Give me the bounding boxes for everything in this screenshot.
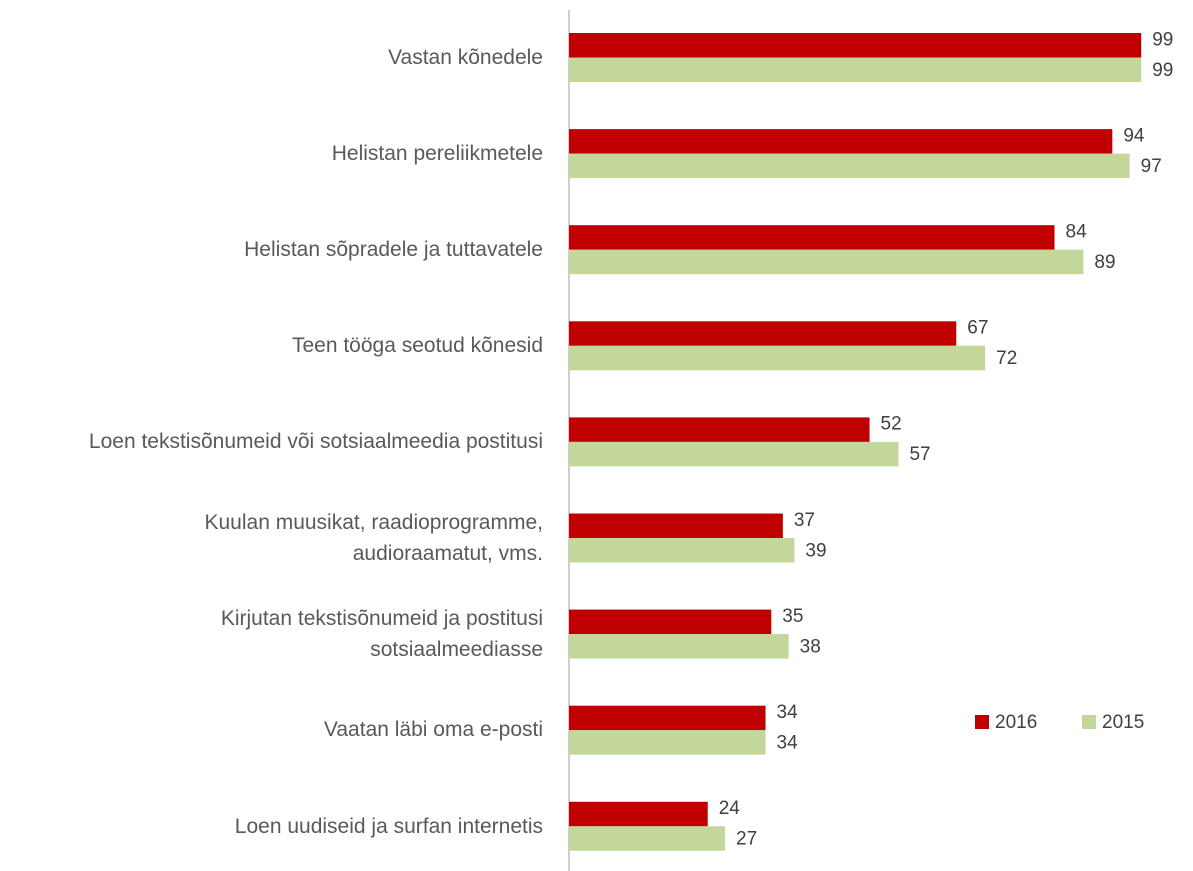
bar bbox=[569, 609, 772, 635]
bar bbox=[569, 225, 1055, 250]
category-label: Kuulan muusikat, raadioprogramme, audior… bbox=[204, 510, 543, 566]
bar bbox=[569, 801, 708, 827]
value-label: 38 bbox=[800, 636, 821, 657]
value-label: 97 bbox=[1141, 156, 1162, 177]
bar bbox=[569, 57, 1142, 82]
value-label: 39 bbox=[805, 540, 826, 561]
category-label: Helistan pereliikmetele bbox=[331, 141, 543, 165]
category-label: Vastan kõnedele bbox=[388, 45, 543, 69]
bar bbox=[569, 345, 986, 371]
value-label: 94 bbox=[1123, 125, 1145, 146]
category-label: Loen uudiseid ja surfan internetis bbox=[234, 814, 543, 838]
value-label: 27 bbox=[736, 829, 757, 850]
value-label: 99 bbox=[1152, 60, 1173, 81]
bar bbox=[569, 33, 1142, 58]
bar bbox=[569, 441, 899, 467]
value-label: 34 bbox=[777, 732, 799, 753]
bar bbox=[569, 153, 1130, 179]
bar bbox=[569, 538, 795, 563]
bar bbox=[569, 826, 726, 851]
bar bbox=[569, 634, 789, 659]
value-label: 57 bbox=[909, 444, 930, 465]
value-label: 52 bbox=[881, 414, 902, 435]
bar bbox=[569, 321, 957, 346]
value-label: 67 bbox=[967, 318, 988, 339]
value-label: 24 bbox=[719, 798, 741, 819]
value-label: 84 bbox=[1066, 221, 1088, 242]
bar bbox=[569, 705, 766, 731]
value-label: 37 bbox=[794, 510, 815, 531]
category-label: Teen tööga seotud kõnesid bbox=[291, 334, 543, 358]
value-label: 72 bbox=[996, 348, 1017, 369]
bar bbox=[569, 730, 766, 755]
value-label: 89 bbox=[1094, 252, 1115, 273]
legend-swatch bbox=[1082, 715, 1096, 729]
category-label: Loen tekstisõnumeid või sotsiaalmeedia p… bbox=[88, 430, 543, 454]
bar bbox=[569, 417, 870, 442]
bar bbox=[569, 129, 1113, 154]
value-label: 34 bbox=[777, 702, 799, 723]
category-label: Kirjutan tekstisõnumeid ja postitusi sot… bbox=[220, 606, 543, 662]
value-label: 35 bbox=[782, 606, 803, 627]
category-label: Helistan sõpradele ja tuttavatele bbox=[244, 237, 543, 261]
value-label: 99 bbox=[1152, 29, 1173, 50]
category-label: Vaatan läbi oma e-posti bbox=[323, 718, 543, 742]
legend-label: 2015 bbox=[1102, 712, 1144, 733]
legend-label: 2016 bbox=[995, 712, 1037, 733]
bar bbox=[569, 249, 1084, 275]
legend-swatch bbox=[975, 715, 989, 729]
bar bbox=[569, 513, 783, 538]
